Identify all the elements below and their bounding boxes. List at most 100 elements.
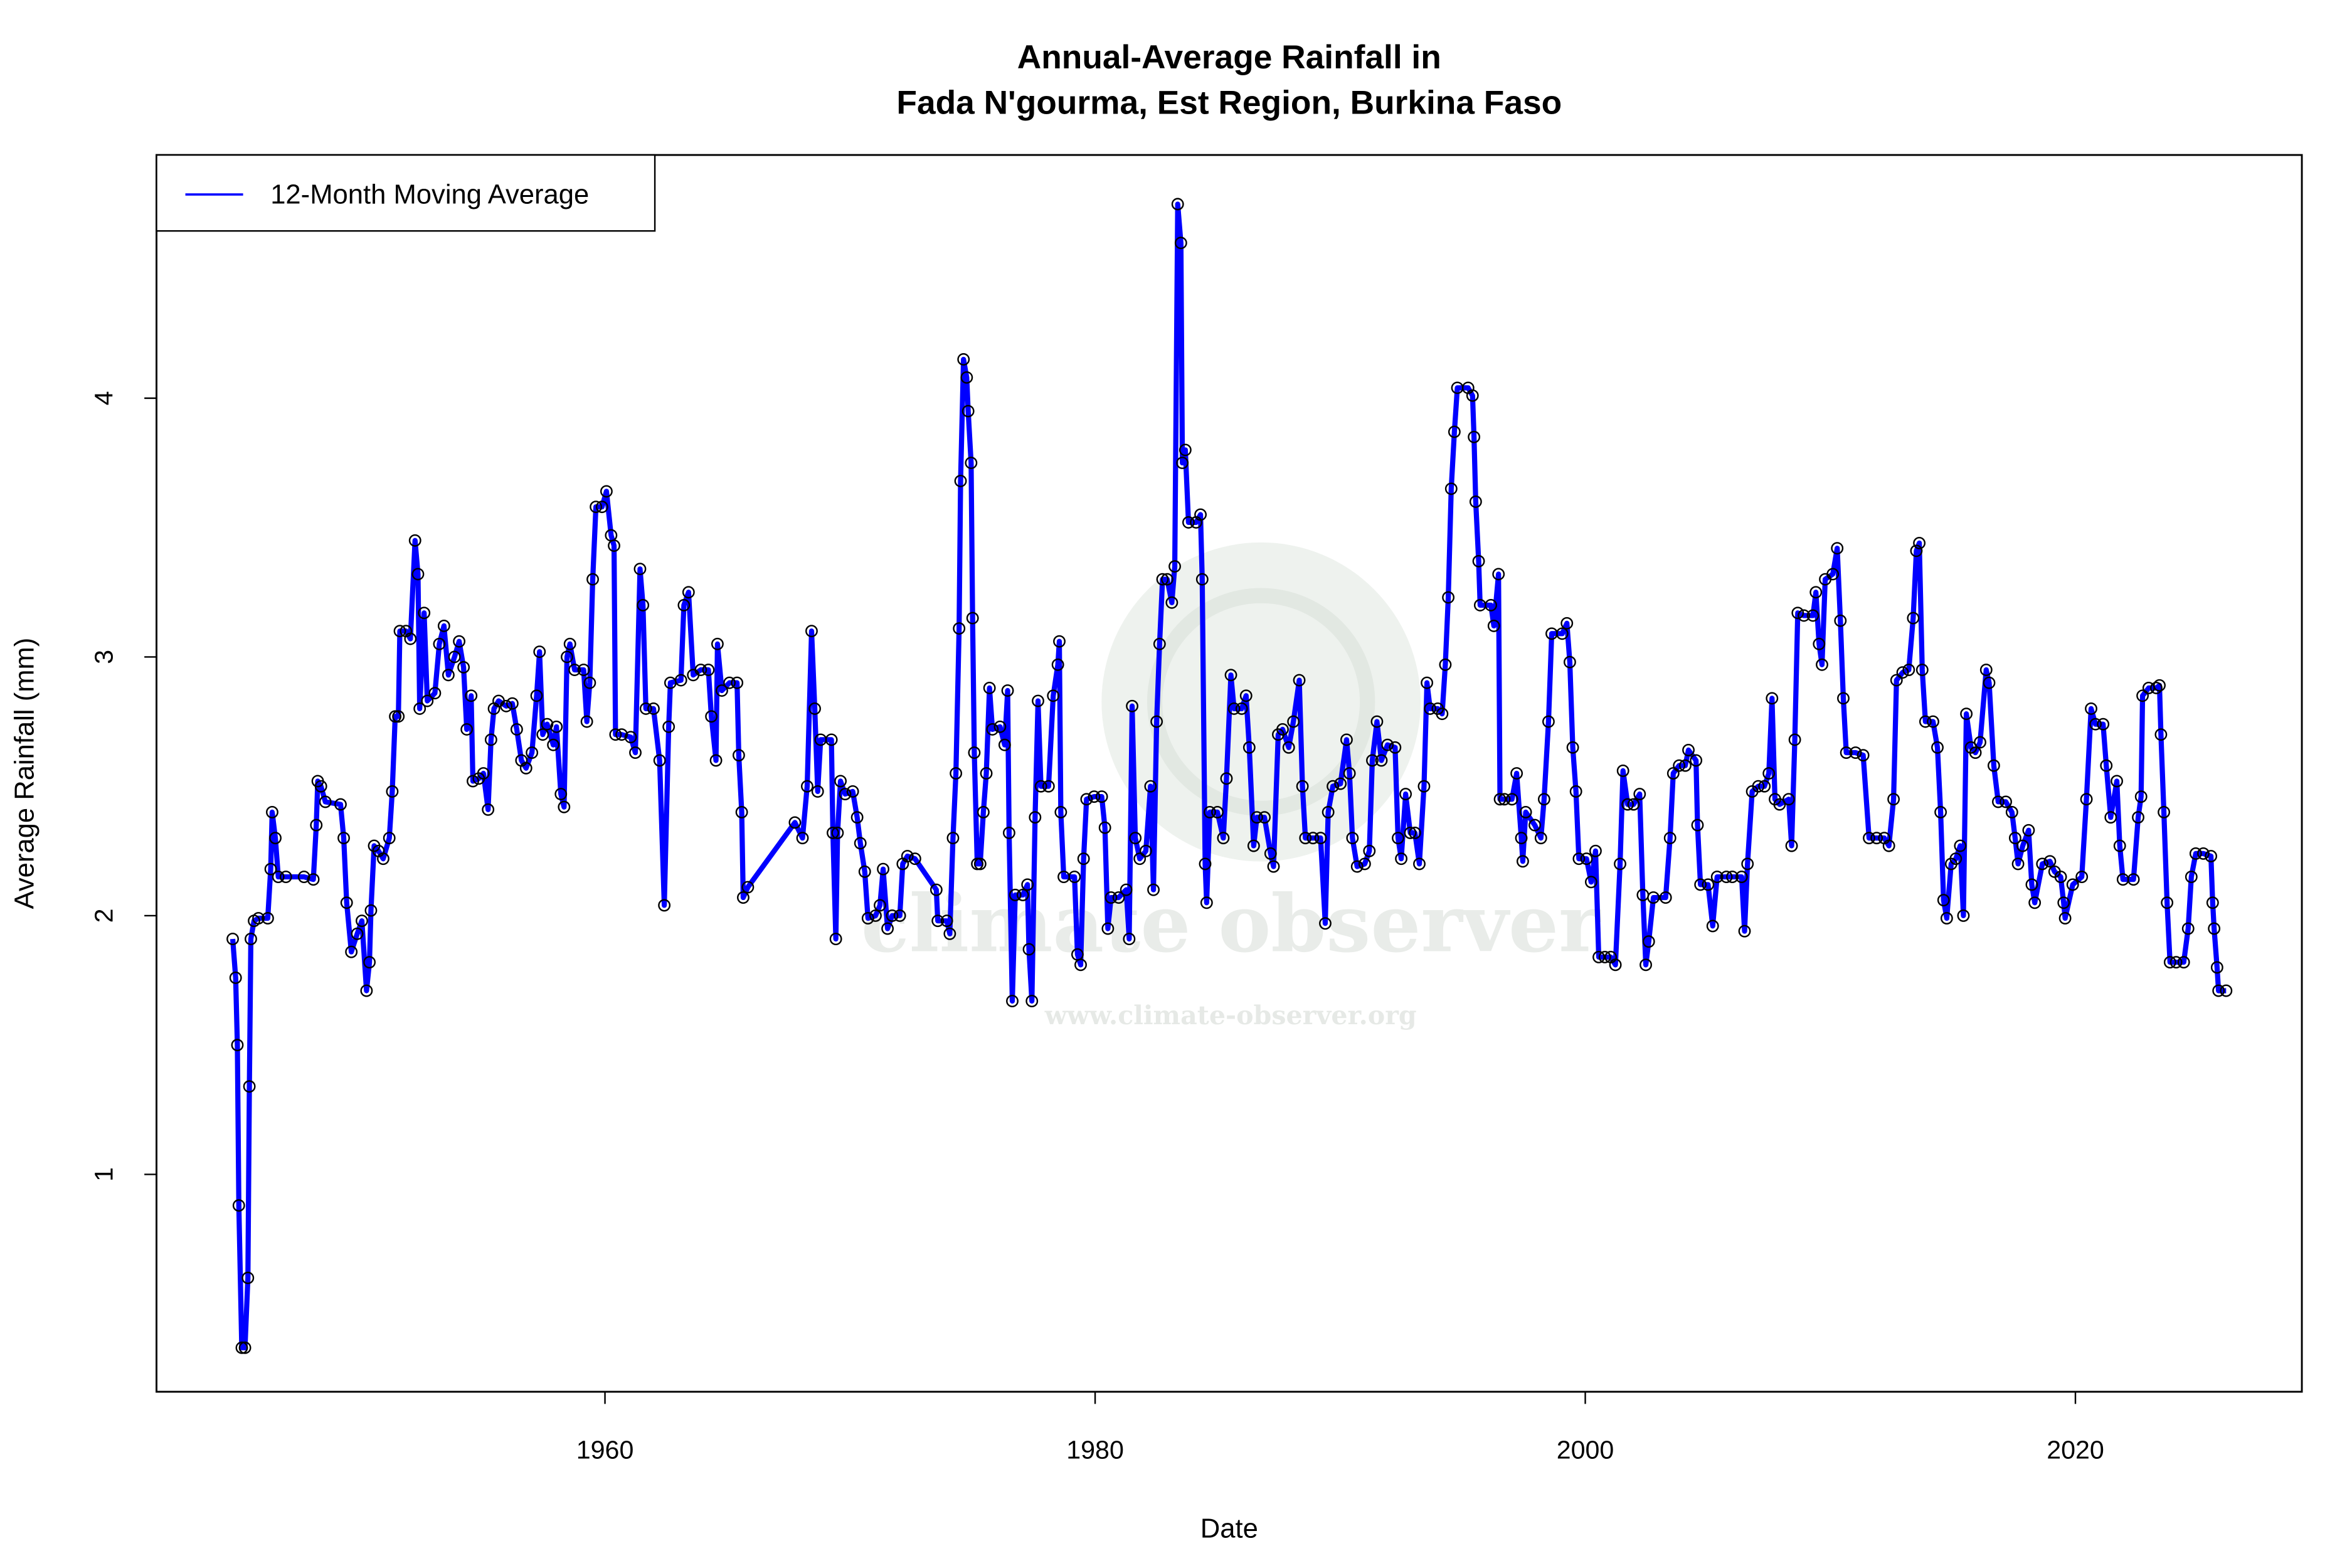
data-point bbox=[1679, 759, 1692, 772]
data-point bbox=[1647, 891, 1660, 904]
data-point bbox=[1487, 619, 1500, 632]
legend: 12-Month Moving Average bbox=[156, 154, 656, 232]
data-point bbox=[2177, 956, 2190, 969]
x-tick-label: 1980 bbox=[1066, 1436, 1124, 1465]
data-point bbox=[418, 607, 431, 620]
data-point bbox=[977, 805, 990, 818]
data-point bbox=[1863, 832, 1875, 845]
data-point bbox=[272, 871, 285, 883]
data-point bbox=[1340, 733, 1353, 746]
data-point bbox=[1857, 749, 1870, 762]
data-point bbox=[1834, 614, 1847, 627]
data-point bbox=[930, 883, 943, 896]
data-point bbox=[633, 563, 647, 576]
x-tick-label: 2000 bbox=[1557, 1436, 1614, 1465]
data-point bbox=[2158, 805, 2171, 818]
data-point bbox=[702, 664, 715, 676]
data-point bbox=[1738, 924, 1751, 938]
data-point bbox=[238, 1341, 252, 1354]
data-point bbox=[453, 635, 466, 648]
data-point bbox=[484, 733, 497, 746]
data-point bbox=[1224, 669, 1237, 682]
data-point bbox=[2025, 878, 2038, 891]
data-point bbox=[241, 1271, 255, 1285]
data-point bbox=[1752, 780, 1765, 793]
data-point bbox=[568, 664, 581, 676]
data-point bbox=[2058, 912, 2072, 924]
data-point bbox=[595, 501, 608, 514]
data-point bbox=[2097, 718, 2110, 731]
data-point bbox=[586, 573, 599, 586]
data-point bbox=[1002, 826, 1015, 839]
data-point bbox=[609, 728, 622, 741]
data-point bbox=[411, 568, 425, 581]
data-point bbox=[1350, 860, 1364, 873]
data-point bbox=[1974, 736, 1986, 749]
data-point bbox=[2075, 871, 2089, 883]
data-point bbox=[351, 927, 364, 940]
data-point bbox=[716, 684, 728, 697]
data-point bbox=[1101, 922, 1115, 935]
data-point bbox=[2111, 775, 2123, 788]
data-point bbox=[1395, 852, 1408, 866]
data-point bbox=[2181, 922, 2195, 935]
data-point bbox=[901, 850, 914, 862]
data-point bbox=[1694, 878, 1707, 891]
data-point bbox=[377, 852, 389, 866]
data-point bbox=[931, 914, 945, 928]
data-point bbox=[1954, 839, 1967, 852]
data-point bbox=[2208, 922, 2221, 935]
data-point bbox=[1314, 832, 1327, 845]
data-point bbox=[2011, 857, 2025, 871]
data-point bbox=[1095, 790, 1108, 803]
data-point bbox=[1021, 878, 1034, 891]
data-point bbox=[1276, 723, 1289, 736]
data-point bbox=[2085, 702, 2097, 715]
data-point bbox=[1569, 785, 1582, 798]
data-point bbox=[510, 723, 523, 736]
data-point bbox=[1025, 995, 1039, 1008]
data-point bbox=[1991, 795, 2005, 808]
data-point bbox=[808, 702, 821, 715]
data-point bbox=[966, 612, 979, 625]
data-point bbox=[1251, 811, 1263, 824]
data-point bbox=[1907, 612, 1920, 625]
x-tick-label: 1960 bbox=[576, 1436, 634, 1465]
data-point bbox=[2100, 759, 2113, 772]
data-point bbox=[1381, 738, 1394, 751]
data-point bbox=[550, 720, 563, 733]
data-point bbox=[1140, 844, 1152, 857]
data-point bbox=[829, 933, 842, 945]
data-point bbox=[1840, 746, 1853, 759]
chart-title: Fada N'gourma, Est Region, Burkina Faso bbox=[896, 85, 1562, 122]
data-point bbox=[467, 775, 479, 788]
data-point bbox=[314, 780, 327, 793]
data-point bbox=[1150, 715, 1163, 728]
data-point bbox=[1068, 871, 1081, 883]
data-point bbox=[437, 619, 450, 632]
data-point bbox=[356, 914, 368, 928]
data-point bbox=[1870, 832, 1883, 845]
data-point bbox=[877, 862, 889, 876]
data-point bbox=[1806, 609, 1820, 622]
data-point bbox=[1469, 495, 1482, 508]
data-point bbox=[2089, 718, 2102, 731]
data-point bbox=[1642, 935, 1655, 948]
data-point bbox=[1826, 568, 1840, 581]
data-point bbox=[1389, 741, 1402, 754]
data-point bbox=[1682, 743, 1695, 756]
data-point bbox=[1902, 664, 1915, 676]
data-point bbox=[1194, 508, 1207, 521]
data-point bbox=[950, 767, 963, 780]
data-point bbox=[1468, 430, 1481, 443]
data-point bbox=[1983, 676, 1996, 689]
data-point bbox=[319, 795, 332, 808]
data-point bbox=[1896, 666, 1909, 679]
data-point bbox=[2000, 795, 2012, 808]
data-point bbox=[1741, 857, 1754, 871]
data-point bbox=[1766, 692, 1779, 705]
data-point bbox=[954, 474, 967, 487]
data-point bbox=[2113, 839, 2126, 852]
data-point bbox=[1409, 826, 1421, 839]
